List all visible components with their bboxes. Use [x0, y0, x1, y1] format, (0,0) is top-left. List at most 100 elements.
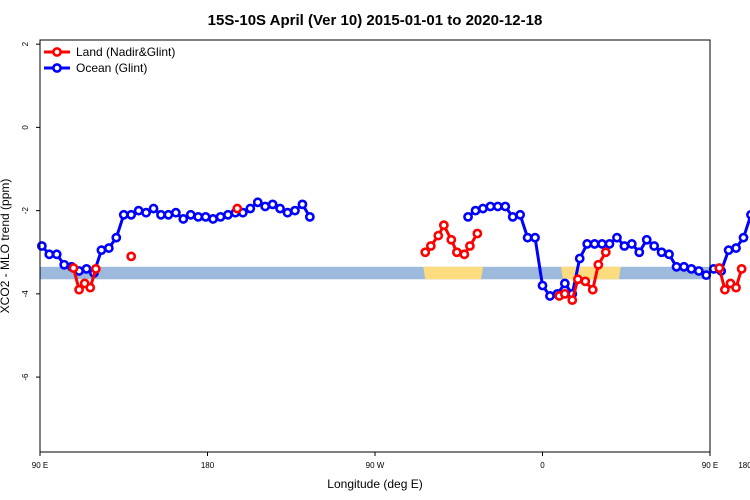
land-point — [719, 284, 730, 295]
ocean-point — [470, 205, 481, 216]
ocean-point — [282, 207, 293, 218]
ocean-point — [126, 209, 137, 220]
ocean-point — [746, 209, 750, 220]
ocean-point — [731, 243, 741, 253]
ocean-point — [59, 259, 70, 270]
ocean-point — [215, 211, 226, 222]
ocean-point — [537, 280, 548, 291]
x-axis-label: Longitude (deg E) — [327, 477, 422, 491]
x-tick-label: 90 E — [702, 461, 718, 470]
ocean-point — [693, 266, 704, 276]
land-point — [438, 220, 449, 231]
y-tick-label: -4 — [21, 290, 30, 298]
ocean-point — [515, 209, 526, 220]
land-point — [420, 247, 431, 258]
ocean-point — [485, 201, 496, 212]
ocean-point — [260, 201, 271, 212]
ocean-point — [223, 209, 233, 220]
ocean-point — [500, 201, 511, 212]
ocean-point — [604, 239, 615, 249]
land-point — [600, 247, 611, 258]
ocean-point — [664, 249, 674, 260]
x-tick-label: 180 — [738, 461, 750, 470]
x-tick-label: 90 E — [32, 461, 48, 470]
land-point — [68, 263, 79, 273]
ocean-point — [649, 241, 660, 251]
y-tick-label: 0 — [21, 125, 30, 130]
ocean-point — [522, 232, 533, 243]
land-point — [451, 247, 462, 258]
land-point — [446, 234, 457, 245]
ocean-point — [156, 209, 166, 220]
ocean-point — [163, 209, 174, 220]
series-layer — [36, 197, 750, 306]
ocean-point — [507, 211, 518, 222]
y-tick-label: -2 — [21, 207, 30, 215]
axis-layer: 90 E 180 90 W 0 90 E 180 2 0 -2 -4 -6 — [21, 41, 750, 470]
land-point — [74, 284, 84, 295]
ocean-point — [200, 211, 211, 222]
ocean-point — [619, 241, 630, 251]
land-point — [559, 288, 570, 299]
land-point — [232, 203, 243, 214]
land-point — [587, 284, 598, 295]
land-legend-marker — [52, 47, 62, 57]
ocean-point — [275, 203, 285, 214]
ocean-point — [81, 263, 92, 274]
ocean-point — [133, 205, 144, 216]
ocean-point — [641, 234, 652, 245]
land-point — [593, 259, 604, 270]
y-axis-label: XCO2 - MLO trend (ppm) — [0, 179, 12, 314]
ocean-point — [686, 263, 697, 274]
ocean-point — [208, 214, 218, 224]
ocean-point — [170, 207, 181, 218]
land-point — [714, 263, 725, 273]
x-tick-label: 0 — [540, 461, 545, 470]
x-tick-label: 90 W — [366, 461, 385, 470]
legend: Land (Nadir&Glint) Ocean (Glint) — [44, 45, 175, 75]
ocean-point — [103, 243, 114, 253]
ocean-point — [492, 201, 503, 212]
land-point — [731, 282, 741, 293]
ocean-point — [589, 239, 600, 249]
ocean-point — [36, 241, 47, 251]
land-point — [459, 249, 470, 260]
ocean-point — [530, 232, 540, 243]
land-point — [472, 228, 483, 239]
ocean-point — [738, 232, 749, 243]
ocean-point — [51, 249, 62, 260]
ocean-point — [290, 205, 300, 216]
ocean-point — [463, 211, 473, 222]
land-point — [85, 282, 96, 293]
ocean-point — [478, 203, 488, 214]
land-point — [90, 263, 101, 274]
ocean-point — [178, 214, 189, 224]
ocean-point — [723, 245, 734, 256]
ocean-point — [545, 291, 555, 301]
ocean-point — [245, 203, 256, 214]
land-point — [580, 276, 591, 287]
ocean-point — [701, 270, 712, 281]
ocean-point — [597, 239, 607, 249]
ocean-point — [626, 239, 637, 249]
ocean-point — [634, 247, 645, 258]
ocean-point — [304, 211, 315, 222]
background-layer — [40, 266, 710, 280]
ocean-point — [559, 278, 570, 289]
ocean-point — [679, 261, 689, 272]
ocean-point — [267, 199, 278, 210]
ocean-point — [574, 253, 585, 264]
ocean-point — [118, 209, 129, 220]
ocean-point — [252, 197, 263, 208]
land-point — [433, 230, 444, 241]
land-legend-label: Land (Nadir&Glint) — [76, 45, 175, 59]
ocean-point — [671, 261, 682, 272]
ocean-point — [612, 232, 622, 243]
ocean-point — [656, 247, 667, 258]
y-tick-label: 2 — [21, 41, 30, 46]
chart-title: 15S-10S April (Ver 10) 2015-01-01 to 202… — [208, 12, 543, 29]
land-point — [425, 241, 436, 251]
x-tick-label: 180 — [201, 461, 215, 470]
land-point — [736, 263, 747, 274]
